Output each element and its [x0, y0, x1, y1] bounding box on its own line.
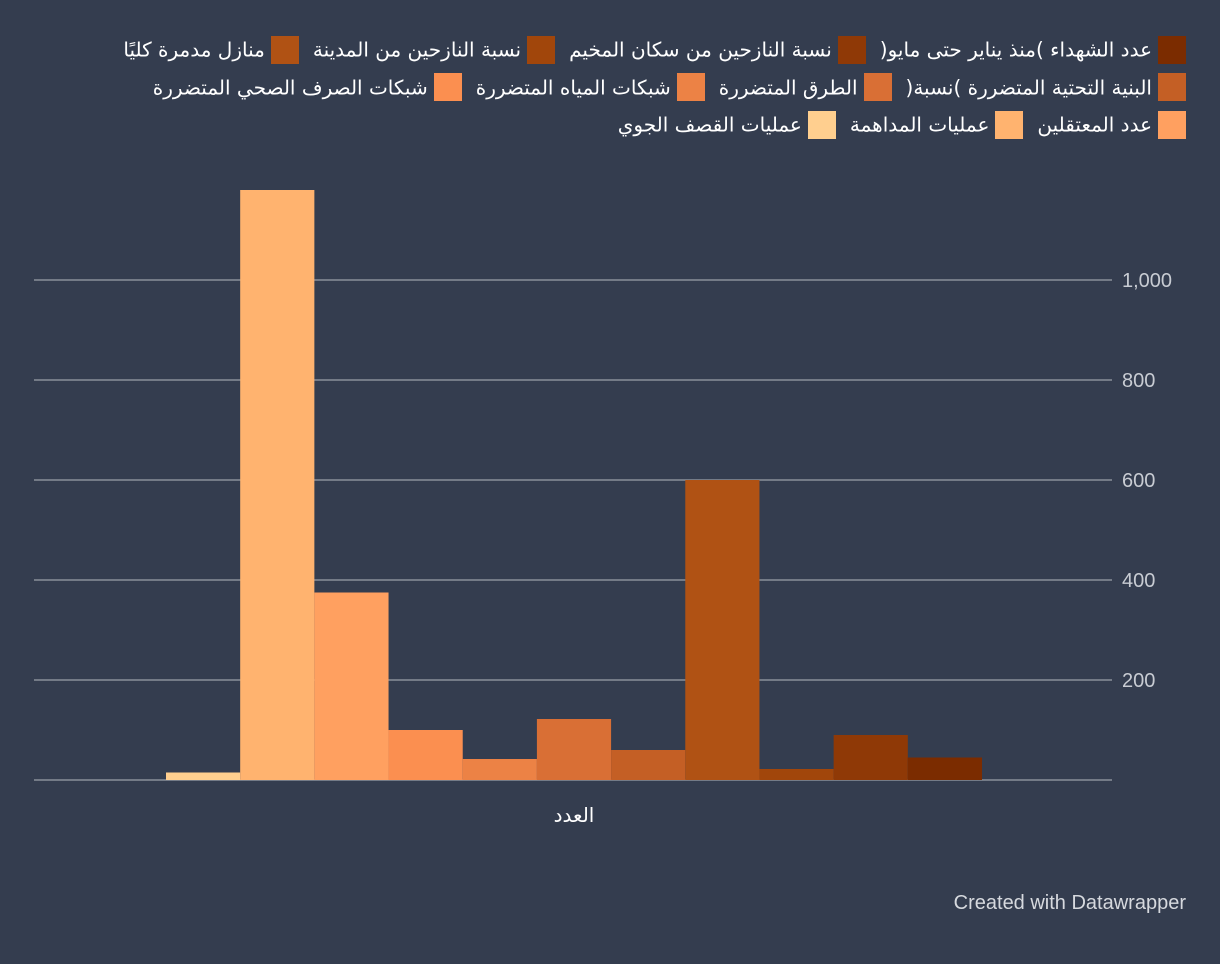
legend-swatch	[270, 35, 299, 64]
legend-item: منازل مدمرة كليًا	[123, 30, 299, 68]
y-tick-label: 800	[1122, 370, 1155, 392]
legend-label: شبكات الصرف الصحي المتضررة	[152, 75, 428, 99]
bar[interactable]	[536, 719, 612, 780]
x-category-label: العدد	[554, 803, 595, 827]
legend-swatch	[1158, 35, 1186, 64]
legend-item: عمليات المداهمة	[850, 105, 1024, 143]
bar[interactable]	[462, 759, 537, 780]
legend-swatch	[1158, 110, 1186, 139]
y-tick-label: 400	[1122, 570, 1155, 592]
legend-swatch	[837, 35, 866, 64]
y-tick-label: 600	[1122, 470, 1155, 492]
legend-label: عدد الشهداء )منذ يناير حتى مايو(	[879, 37, 1152, 62]
bar[interactable]	[166, 772, 241, 781]
chart-legend: عدد الشهداء )منذ يناير حتى مايو( نسبة الن…	[34, 30, 1186, 143]
datawrapper-credit: Created with Datawrapper	[953, 892, 1186, 914]
bar[interactable]	[759, 769, 834, 780]
bar[interactable]	[611, 750, 686, 780]
legend-label: نسبة النازحين من المدينة	[312, 37, 522, 62]
legend-swatch	[807, 110, 836, 139]
legend-swatch	[527, 35, 556, 64]
bar[interactable]	[685, 480, 760, 780]
legend-swatch	[1158, 73, 1186, 101]
bar[interactable]	[907, 757, 982, 781]
legend-label: منازل مدمرة كليًا	[123, 37, 265, 62]
legend-label: البنية التحتية المتضررة )نسبة(	[905, 75, 1152, 99]
legend-swatch	[433, 73, 462, 101]
bar[interactable]	[388, 730, 463, 780]
legend-item: عدد المعتقلين	[1037, 105, 1186, 143]
y-tick-label: 200	[1122, 670, 1155, 692]
y-tick-label: 1,000	[1122, 270, 1172, 292]
legend-item: البنية التحتية المتضررة )نسبة(	[906, 68, 1186, 106]
legend-label: عمليات المداهمة	[849, 112, 990, 137]
legend-label: الطرق المتضررة	[718, 75, 858, 99]
legend-item: عدد الشهداء )منذ يناير حتى مايو(	[880, 30, 1186, 68]
legend-label: عمليات القصف الجوي	[617, 112, 802, 137]
bar[interactable]	[833, 735, 908, 780]
legend-label: نسبة النازحين من سكان المخيم	[569, 37, 832, 62]
legend-item: شبكات المياه المتضررة	[476, 68, 705, 106]
legend-swatch	[995, 110, 1024, 139]
legend-swatch	[863, 73, 892, 101]
legend-label: عدد المعتقلين	[1037, 112, 1152, 137]
legend-label: شبكات المياه المتضررة	[475, 75, 671, 99]
legend-item: الطرق المتضررة	[719, 68, 892, 106]
bar[interactable]	[314, 592, 389, 781]
legend-swatch	[676, 73, 705, 101]
bar[interactable]	[240, 190, 315, 780]
legend-item: نسبة النازحين من سكان المخيم	[569, 30, 866, 68]
legend-item: شبكات الصرف الصحي المتضررة	[153, 68, 462, 106]
legend-item: نسبة النازحين من المدينة	[312, 30, 556, 68]
legend-item: عمليات القصف الجوي	[618, 105, 836, 143]
